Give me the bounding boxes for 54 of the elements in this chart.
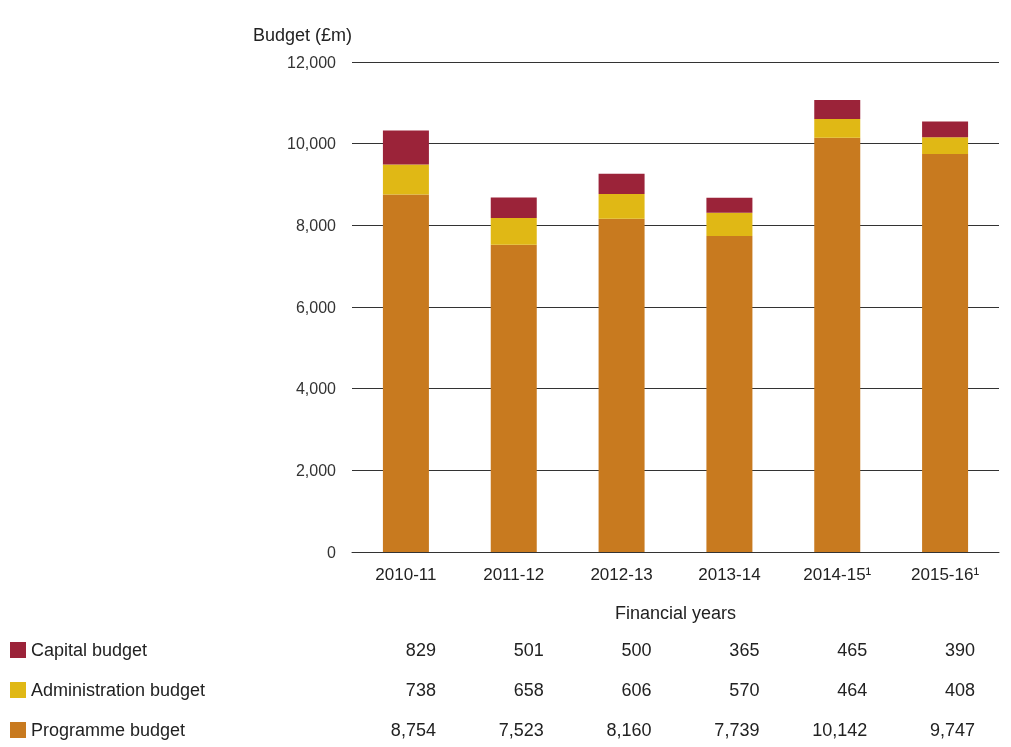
x-tick-label: 2013-14 [698, 565, 761, 584]
legend-label: Administration budget [31, 680, 206, 700]
bar [922, 121, 969, 138]
data-label: 408 [945, 680, 976, 700]
y-tick-label: 0 [327, 543, 337, 561]
x-tick-label: 2015-16¹ [911, 565, 980, 584]
bar [490, 244, 537, 552]
bar [922, 154, 969, 552]
x-tick-label: 2012-13 [590, 565, 653, 584]
bar [814, 99, 861, 119]
bar [490, 197, 537, 218]
data-label: 365 [729, 640, 760, 660]
bar [706, 212, 753, 236]
x-tick-label: 2010-11 [375, 565, 437, 584]
legend-label: Capital budget [31, 640, 148, 660]
bar [382, 130, 429, 165]
bar [382, 194, 429, 552]
bar [598, 194, 645, 219]
data-label: 738 [405, 680, 436, 700]
y-tick-label: 4,000 [295, 380, 337, 398]
legend-label: Programme budget [31, 720, 186, 740]
x-tick-label: 2014-15¹ [803, 565, 872, 584]
x-tick-label: 2011-12 [483, 565, 545, 584]
bar [814, 118, 861, 138]
data-label: 500 [621, 640, 652, 660]
data-label: 829 [405, 640, 436, 660]
data-label: 7,523 [498, 720, 544, 740]
data-label: 390 [945, 640, 976, 660]
y-tick-label: 2,000 [295, 461, 337, 479]
y-tick-label: 6,000 [295, 298, 337, 316]
x-axis-title: Financial years [614, 603, 737, 623]
y-tick-label: 10,000 [287, 135, 337, 153]
data-label: 10,142 [812, 720, 868, 740]
y-axis-title: Budget (£m) [252, 25, 352, 45]
data-label: 7,739 [714, 720, 760, 740]
bar [490, 217, 537, 245]
data-label: 570 [729, 680, 760, 700]
bar [706, 197, 753, 213]
data-label: 8,754 [390, 720, 436, 740]
data-label: 501 [513, 640, 544, 660]
bar [382, 164, 429, 195]
bar [598, 218, 645, 552]
data-label: 658 [513, 680, 544, 700]
data-label: 9,747 [930, 720, 976, 740]
bar [706, 235, 753, 552]
bar [814, 137, 861, 552]
bar [922, 137, 969, 154]
data-label: 8,160 [606, 720, 652, 740]
y-tick-label: 8,000 [295, 216, 337, 234]
data-label: 464 [837, 680, 868, 700]
y-tick-label: 12,000 [287, 53, 337, 71]
bar [598, 173, 645, 195]
data-label: 606 [621, 680, 652, 700]
data-label: 465 [837, 640, 868, 660]
